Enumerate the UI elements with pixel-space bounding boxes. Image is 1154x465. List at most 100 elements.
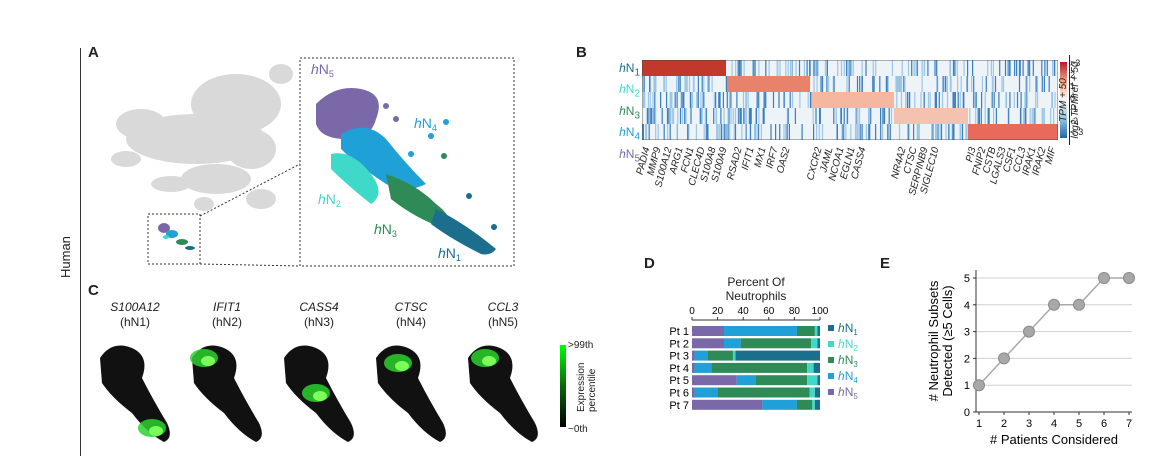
heatmap-cell: [736, 92, 738, 108]
heatmap-cell: [795, 60, 797, 76]
y-axis-label-line2: Detected (≥5 Cells): [940, 285, 955, 396]
heatmap-cell: [699, 108, 701, 124]
heatmap-cell: [818, 124, 820, 140]
heatmap-cell: [791, 60, 793, 76]
heatmap-cell: [817, 60, 819, 76]
heatmap-cell: [650, 76, 652, 92]
heatmap-cell: [1005, 92, 1007, 108]
heatmap-cell: [978, 108, 980, 124]
bar-segment: [724, 326, 797, 336]
colorbar-tick: -1: [1070, 104, 1079, 114]
heatmap-cell: [921, 60, 923, 76]
heatmap-cell: [916, 60, 918, 76]
heatmap-cell: [995, 108, 997, 124]
patient-label: Pt 1: [669, 326, 689, 338]
panel-b-letter: B: [576, 44, 587, 61]
heatmap-cell: [700, 108, 702, 124]
heatmap-cell: [813, 60, 815, 76]
heatmap-cell: [701, 108, 703, 124]
heatmap-cell: [655, 76, 657, 92]
bar-segment: [811, 338, 818, 349]
heatmap-cell: [1041, 76, 1043, 92]
heatmap-cell: [869, 124, 871, 140]
heatmap-cell: [649, 92, 651, 108]
heatmap-cell: [873, 76, 875, 92]
heatmap-cell: [993, 108, 995, 124]
heatmap-cell: [816, 124, 818, 140]
feature-map-gene: CTSC: [394, 300, 428, 314]
heatmap-cell: [907, 92, 909, 108]
percentile-top: >99th: [568, 340, 594, 351]
heatmap-cell: [816, 76, 818, 92]
feature-map: CCL3 (hN5): [460, 300, 546, 450]
label-hn1: hN1: [438, 245, 461, 263]
heatmap-cell: [825, 60, 827, 76]
label-hn3: hN3: [374, 221, 397, 239]
heatmap-cell: [1041, 60, 1043, 76]
feature-map-plot: [468, 345, 538, 442]
heatmap-cell: [646, 108, 648, 124]
heatmap-cell: [661, 108, 663, 124]
bar-segment: [692, 362, 695, 373]
heatmap-cell: [940, 124, 943, 140]
bar-chart-title-line1: Percent Of: [727, 275, 785, 289]
heatmap-cell: [785, 60, 787, 76]
heatmap-cell: [740, 108, 742, 124]
heatmap-cell: [779, 124, 781, 140]
heatmap-cell: [683, 92, 685, 108]
colorbar-formula-top: TPM + 50: [1058, 78, 1069, 122]
y-tick-label: 3: [964, 327, 970, 339]
heatmap-cell: [655, 124, 657, 140]
row-label-hn4: hN4: [619, 125, 640, 143]
heatmap-cell: [935, 92, 937, 108]
data-point: [1073, 298, 1085, 311]
heatmap-cell: [787, 108, 789, 124]
heatmap-cell: [696, 92, 698, 108]
bar-segment: [694, 350, 708, 361]
heatmap-cell: [748, 108, 750, 124]
feature-map-plot: [190, 345, 262, 442]
heatmap-cell: [896, 92, 898, 108]
heatmap-cell: [1034, 108, 1036, 124]
feature-map: S100A12 (hN1): [92, 300, 178, 450]
heatmap-cell: [807, 92, 809, 108]
heatmap-cell: [693, 76, 695, 92]
heatmap-cell: [965, 124, 967, 140]
bar-segment: [692, 326, 724, 336]
panel-a-letter: A: [88, 44, 99, 61]
heatmap-cell: [815, 108, 817, 124]
heatmap-cell: [642, 124, 644, 140]
colorbar-tick: 1: [1070, 81, 1076, 91]
legend-swatch: [828, 325, 834, 331]
heatmap-cell: [763, 108, 765, 124]
row-label-hn1: hN1: [619, 61, 640, 79]
heatmap-cell: [654, 76, 656, 92]
heatmap-block: [810, 92, 894, 108]
heatmap-cell: [846, 108, 848, 124]
x-tick-label: 40: [738, 306, 750, 317]
heatmap-cell: [904, 76, 906, 92]
heatmap-cell: [945, 76, 947, 92]
heatmap-cell: [813, 124, 815, 140]
heatmap-cell: [745, 108, 748, 124]
colorbar-tick: <-3: [1070, 127, 1084, 137]
heatmap-cell: [992, 60, 994, 76]
heatmap-cell: [669, 108, 672, 124]
feature-map-plot: [376, 345, 446, 442]
heatmap-cell: [865, 124, 867, 140]
patient-label: Pt 2: [669, 338, 689, 350]
heatmap-cell: [835, 108, 837, 124]
heatmap-cell: [882, 124, 884, 140]
heatmap-cell: [725, 76, 727, 92]
heatmap-cell: [652, 92, 654, 108]
feature-map-cluster: (hN2): [211, 315, 242, 329]
heatmap-cell: [681, 92, 683, 108]
heatmap-cell: [652, 108, 654, 124]
heatmap-cell: [1046, 60, 1048, 76]
heatmap-cell: [857, 124, 859, 140]
heatmap-cell: [859, 76, 861, 92]
bar-chart-title-line2: Neutrophils: [725, 289, 787, 303]
heatmap-cell: [966, 76, 968, 92]
colorbar-tick: 2: [1070, 69, 1076, 80]
heatmap-cell: [875, 124, 877, 140]
